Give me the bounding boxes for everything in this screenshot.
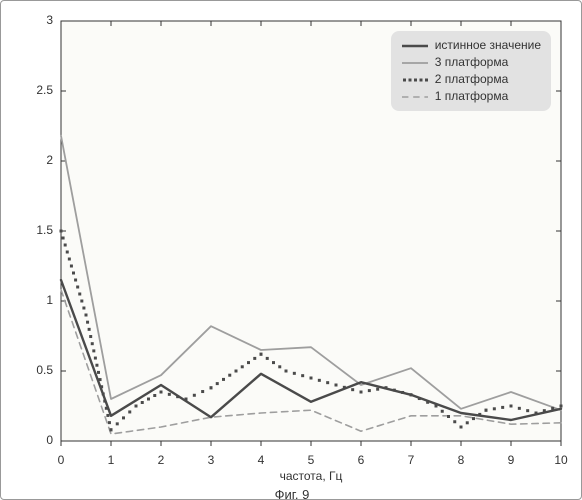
figure-caption: Фиг. 9 <box>1 487 582 500</box>
x-tick-label: 3 <box>208 453 215 467</box>
y-tick-label: 1 <box>46 293 53 307</box>
y-tick-label: 3 <box>46 13 53 27</box>
x-tick-label: 9 <box>508 453 515 467</box>
legend-label: 1 платформа <box>435 88 509 105</box>
x-tick-label: 1 <box>108 453 115 467</box>
legend-item: 3 платформа <box>401 54 541 71</box>
x-tick-label: 2 <box>158 453 165 467</box>
legend-item: истинное значение <box>401 37 541 54</box>
legend-label: истинное значение <box>435 37 541 54</box>
x-tick-label: 5 <box>308 453 315 467</box>
legend-label: 2 платформа <box>435 71 509 88</box>
legend-swatch <box>401 90 429 104</box>
x-tick-label: 6 <box>358 453 365 467</box>
legend-item: 1 платформа <box>401 88 541 105</box>
legend-swatch <box>401 39 429 53</box>
x-tick-label: 10 <box>554 453 568 467</box>
legend-swatch <box>401 56 429 70</box>
legend-label: 3 платформа <box>435 54 509 71</box>
x-tick-label: 0 <box>58 453 65 467</box>
y-tick-label: 2 <box>46 153 53 167</box>
y-tick-label: 1.5 <box>36 223 53 237</box>
y-tick-label: 0.5 <box>36 363 53 377</box>
x-tick-label: 4 <box>258 453 265 467</box>
figure-container: 0 1 2 3 4 5 6 7 8 9 10 0 0.5 1 1.5 2 2.5 3 истинное значе… <box>0 0 582 500</box>
x-tick-label: 8 <box>458 453 465 467</box>
y-tick-label: 0 <box>46 433 53 447</box>
legend: истинное значение3 платформа2 платформа1… <box>391 31 551 111</box>
x-axis-label: частота, Гц <box>61 469 561 483</box>
legend-swatch <box>401 73 429 87</box>
x-tick-label: 7 <box>408 453 415 467</box>
legend-item: 2 платформа <box>401 71 541 88</box>
y-tick-label: 2.5 <box>36 83 53 97</box>
